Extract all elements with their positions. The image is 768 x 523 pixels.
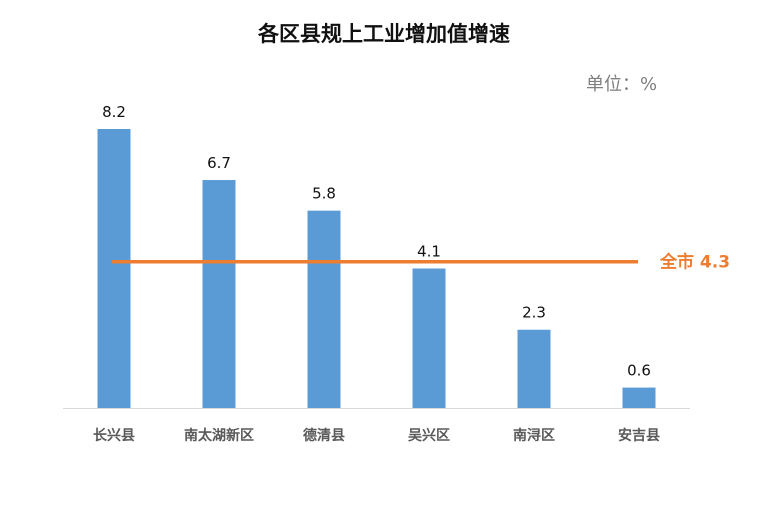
reference-line-label: 全市 4.3 — [659, 252, 730, 273]
chart-title: 各区县规上工业增加值增速 — [258, 22, 510, 46]
x-tick-label: 南浔区 — [513, 427, 555, 444]
data-label: 4.1 — [417, 243, 441, 261]
bar — [622, 387, 656, 408]
bar — [97, 129, 131, 408]
data-label: 8.2 — [102, 103, 126, 121]
bar — [517, 329, 551, 408]
data-label: 0.6 — [627, 362, 651, 380]
data-label: 6.7 — [207, 154, 231, 172]
x-tick-label: 吴兴区 — [408, 427, 450, 444]
data-label: 5.8 — [312, 185, 336, 203]
bar — [307, 210, 341, 408]
x-tick-label: 德清县 — [303, 427, 345, 444]
x-tick-label: 安吉县 — [618, 427, 660, 444]
data-label: 2.3 — [522, 304, 546, 322]
bar — [202, 180, 236, 408]
x-tick-label: 南太湖新区 — [184, 427, 254, 444]
bar — [412, 268, 446, 408]
unit-label: 单位：% — [586, 74, 658, 95]
x-tick-label: 长兴县 — [93, 427, 135, 444]
